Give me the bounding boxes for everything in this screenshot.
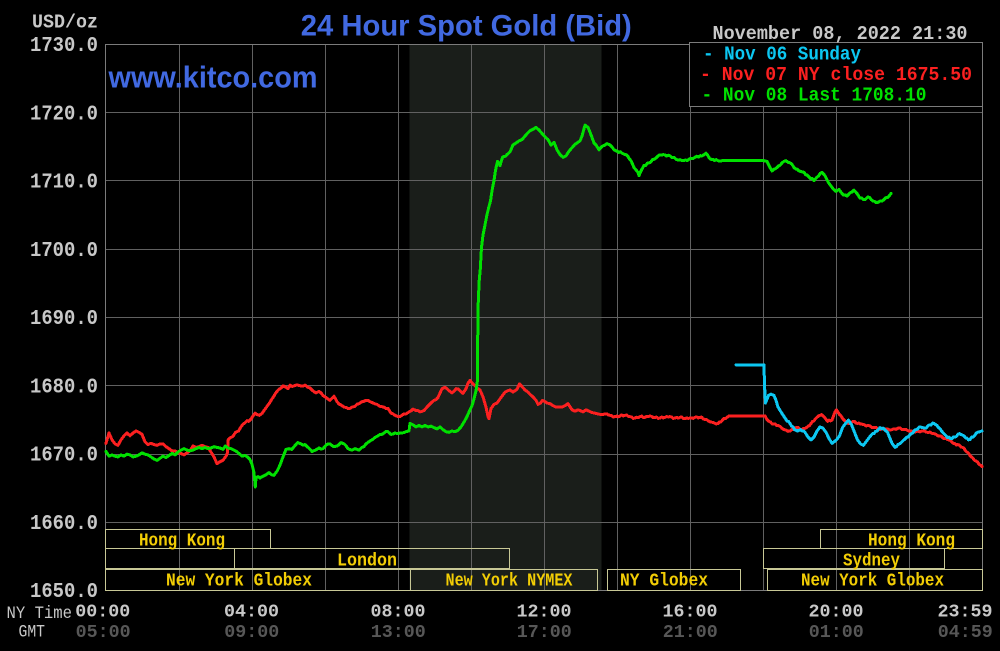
svg-text:Hong Kong: Hong Kong <box>139 531 225 551</box>
svg-text:00:00: 00:00 <box>75 601 130 622</box>
svg-text:Sydney: Sydney <box>843 552 900 572</box>
svg-text:1720.0: 1720.0 <box>30 103 98 126</box>
svg-text:1660.0: 1660.0 <box>30 513 98 536</box>
svg-text:1730.0: 1730.0 <box>30 35 98 58</box>
svg-text:13:00: 13:00 <box>371 622 426 643</box>
svg-text:NY Time: NY Time <box>7 604 73 624</box>
svg-text:05:00: 05:00 <box>76 622 131 643</box>
svg-text:20:00: 20:00 <box>809 601 864 622</box>
svg-text:1670.0: 1670.0 <box>30 445 98 468</box>
svg-text:New York NYMEX: New York NYMEX <box>446 572 573 592</box>
svg-text:New York Globex: New York Globex <box>166 572 312 592</box>
svg-text:- Nov 06 Sunday: - Nov 06 Sunday <box>703 44 862 66</box>
svg-text:1650.0: 1650.0 <box>30 581 98 604</box>
svg-text:24 Hour Spot Gold (Bid): 24 Hour Spot Gold (Bid) <box>301 10 632 43</box>
svg-text:GMT: GMT <box>19 623 46 643</box>
svg-text:London: London <box>337 552 397 572</box>
svg-text:23:59: 23:59 <box>938 601 993 622</box>
svg-text:1680.0: 1680.0 <box>30 376 98 399</box>
svg-text:04:00: 04:00 <box>224 601 279 622</box>
svg-text:01:00: 01:00 <box>809 622 864 643</box>
svg-text:- Nov 07 NY close 1675.50: - Nov 07 NY close 1675.50 <box>700 64 972 86</box>
svg-text:November 08, 2022 21:30: November 08, 2022 21:30 <box>713 23 968 45</box>
svg-text:Hong Kong: Hong Kong <box>868 531 955 551</box>
svg-text:17:00: 17:00 <box>517 622 572 643</box>
svg-text:16:00: 16:00 <box>663 601 718 622</box>
svg-text:1700.0: 1700.0 <box>30 240 98 263</box>
svg-text:- Nov 08 Last 1708.10: - Nov 08 Last 1708.10 <box>702 84 927 106</box>
svg-text:NY Globex: NY Globex <box>620 572 708 592</box>
svg-text:08:00: 08:00 <box>371 601 426 622</box>
svg-text:12:00: 12:00 <box>517 601 572 622</box>
svg-text:1690.0: 1690.0 <box>30 308 98 331</box>
svg-text:1710.0: 1710.0 <box>30 172 98 195</box>
svg-text:USD/oz: USD/oz <box>32 12 98 34</box>
svg-text:04:59: 04:59 <box>938 622 993 643</box>
svg-text:09:00: 09:00 <box>224 622 279 643</box>
svg-text:21:00: 21:00 <box>663 622 718 643</box>
svg-text:New York Globex: New York Globex <box>801 572 944 592</box>
svg-text:www.kitco.com: www.kitco.com <box>108 60 318 95</box>
